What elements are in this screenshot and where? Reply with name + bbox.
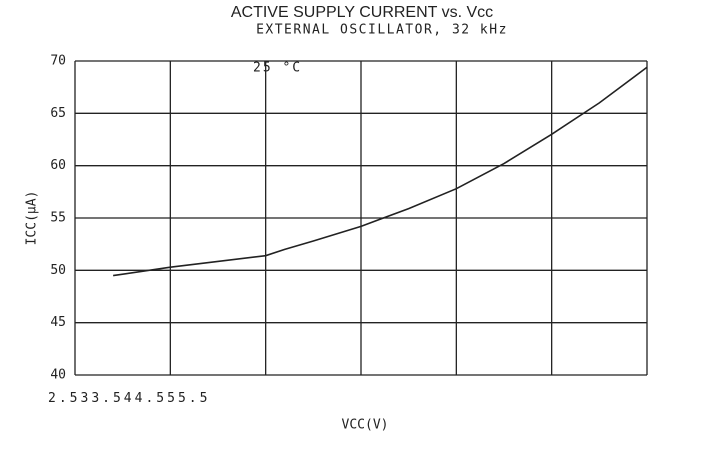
y-tick-label: 70 — [50, 54, 66, 69]
x-tick-label: 4.5 — [135, 391, 167, 406]
x-tick-label: 5 — [167, 391, 178, 406]
x-tick-label: 3.5 — [91, 391, 123, 406]
y-tick-label: 40 — [50, 368, 66, 383]
annotation: 25 °C — [253, 61, 302, 76]
x-tick-label: 2.5 — [48, 391, 80, 406]
chart-subtitle: EXTERNAL OSCILLATOR, 32 kHz — [256, 23, 508, 38]
x-tick-labels: 2.533.544.555.5 — [48, 391, 210, 406]
x-tick-label: 5.5 — [178, 391, 210, 406]
y-axis-label: ICC(µA) — [25, 191, 40, 246]
y-tick-label: 50 — [50, 263, 66, 278]
y-tick-label: 65 — [50, 106, 66, 121]
x-axis-label: VCC(V) — [342, 418, 389, 433]
chart-title: ACTIVE SUPPLY CURRENT vs. Vcc — [231, 4, 493, 21]
y-tick-label: 55 — [50, 211, 66, 226]
x-tick-label: 3 — [80, 391, 91, 406]
y-tick-label: 60 — [50, 158, 66, 173]
y-tick-label: 45 — [50, 315, 66, 330]
x-tick-label: 4 — [124, 391, 135, 406]
data-line — [113, 66, 648, 277]
